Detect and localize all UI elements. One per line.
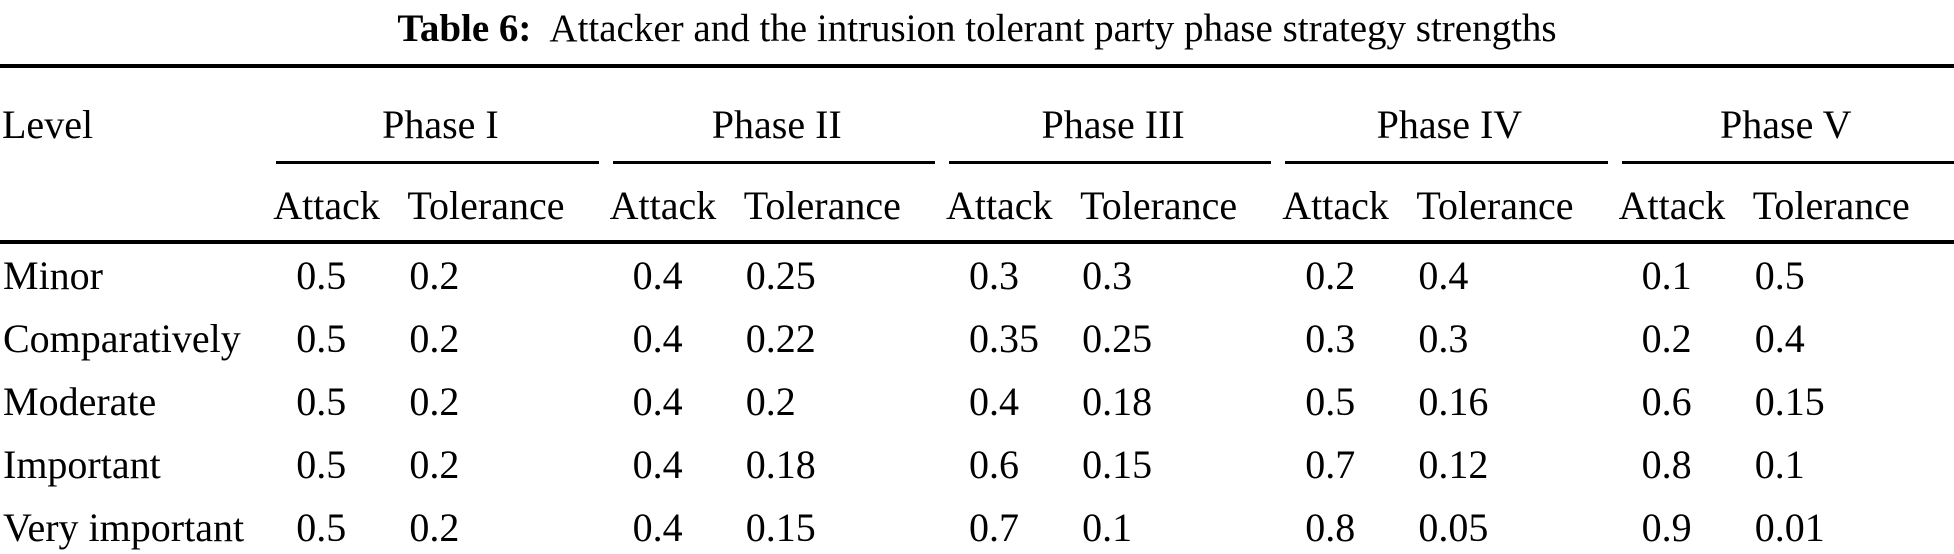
value-cell: 0.4 — [632, 379, 683, 424]
value-cell: 0.5 — [296, 253, 347, 298]
phase-header-row: Level Phase I Phase II Phase III Phase I… — [0, 66, 1954, 170]
value-cell: 0.12 — [1418, 442, 1489, 487]
phase-header-2: Phase II — [609, 66, 945, 170]
phase-4-label: Phase IV — [1376, 102, 1523, 147]
value-cell: 0.4 — [632, 505, 683, 550]
value-cell: 0.7 — [968, 505, 1019, 550]
value-cell: 0.2 — [409, 253, 460, 298]
value-cell: 0.4 — [1418, 253, 1469, 298]
value-cell: 0.5 — [1754, 253, 1805, 298]
phase-header-1: Phase I — [272, 66, 608, 170]
strategy-strengths-table: Level Phase I Phase II Phase III Phase I… — [0, 64, 1954, 554]
col-header-tolerance-1: Tolerance — [407, 182, 565, 228]
value-cell: 0.18 — [1082, 379, 1153, 424]
phase-3-label: Phase III — [1041, 102, 1185, 147]
col-header-attack-5: Attack — [1618, 182, 1726, 228]
phase-5-label: Phase V — [1720, 102, 1852, 147]
value-cell: 0.5 — [296, 316, 347, 361]
table-row-very-important: Very important 0.5 0.2 0.4 0.15 0.7 0.1 … — [0, 496, 1954, 554]
value-cell: 0.6 — [968, 442, 1019, 487]
value-cell: 0.18 — [745, 442, 816, 487]
row-label: Very important — [3, 505, 245, 550]
col-header-attack-2: Attack — [609, 182, 717, 228]
phase-4-underline — [1285, 161, 1608, 164]
value-cell: 0.2 — [409, 505, 460, 550]
value-cell: 0.2 — [1305, 253, 1356, 298]
table-row-moderate: Moderate 0.5 0.2 0.4 0.2 0.4 0.18 0.5 0.… — [0, 370, 1954, 433]
value-cell: 0.15 — [1082, 442, 1153, 487]
value-cell: 0.16 — [1418, 379, 1489, 424]
value-cell: 0.2 — [745, 379, 796, 424]
value-cell: 0.5 — [296, 505, 347, 550]
value-cell: 0.5 — [296, 442, 347, 487]
phase-2-underline — [612, 161, 935, 164]
value-cell: 0.1 — [1641, 253, 1692, 298]
value-cell: 0.25 — [1082, 316, 1153, 361]
table-caption-text: Attacker and the intrusion tolerant part… — [549, 7, 1557, 50]
table-row-minor: Minor 0.5 0.2 0.4 0.25 0.3 0.3 0.2 0.4 0… — [0, 242, 1954, 307]
value-cell: 0.4 — [968, 379, 1019, 424]
value-cell: 0.4 — [632, 316, 683, 361]
row-label: Comparatively — [3, 316, 241, 361]
column-header-level: Level — [2, 102, 94, 147]
table-caption-number: Table 6: — [397, 7, 532, 50]
value-cell: 0.1 — [1754, 442, 1805, 487]
value-cell: 0.05 — [1418, 505, 1489, 550]
table-row-important: Important 0.5 0.2 0.4 0.18 0.6 0.15 0.7 … — [0, 433, 1954, 496]
value-cell: 0.2 — [1641, 316, 1692, 361]
value-cell: 0.8 — [1305, 505, 1356, 550]
phase-3-underline — [948, 161, 1272, 164]
value-cell: 0.01 — [1754, 505, 1825, 550]
value-cell: 0.4 — [1754, 316, 1805, 361]
phase-2-label: Phase II — [711, 102, 842, 147]
value-cell: 0.15 — [1754, 379, 1825, 424]
value-cell: 0.35 — [968, 316, 1039, 361]
value-cell: 0.2 — [409, 442, 460, 487]
attack-tolerance-header-row: Attack Tolerance Attack Tolerance Attack… — [0, 170, 1954, 242]
phase-5-underline — [1621, 161, 1954, 164]
value-cell: 0.3 — [1418, 316, 1469, 361]
value-cell: 0.22 — [745, 316, 816, 361]
phase-header-3: Phase III — [945, 66, 1281, 170]
value-cell: 0.15 — [745, 505, 816, 550]
value-cell: 0.3 — [1082, 253, 1133, 298]
value-cell: 0.4 — [632, 442, 683, 487]
value-cell: 0.8 — [1641, 442, 1692, 487]
row-label: Important — [3, 442, 161, 487]
col-header-attack-1: Attack — [273, 182, 380, 228]
value-cell: 0.1 — [1082, 505, 1133, 550]
value-cell: 0.3 — [968, 253, 1019, 298]
row-label: Minor — [3, 253, 103, 298]
value-cell: 0.3 — [1305, 316, 1356, 361]
col-header-tolerance-5: Tolerance — [1752, 182, 1910, 228]
phase-header-4: Phase IV — [1281, 66, 1617, 170]
value-cell: 0.25 — [745, 253, 816, 298]
value-cell: 0.4 — [632, 253, 683, 298]
col-header-attack-3: Attack — [945, 182, 1053, 228]
phase-header-5: Phase V — [1618, 66, 1954, 170]
table-row-comparatively: Comparatively 0.5 0.2 0.4 0.22 0.35 0.25… — [0, 307, 1954, 370]
value-cell: 0.7 — [1305, 442, 1356, 487]
col-header-attack-4: Attack — [1282, 182, 1389, 228]
phase-1-underline — [276, 161, 599, 164]
row-label: Moderate — [3, 379, 157, 424]
value-cell: 0.9 — [1641, 505, 1692, 550]
value-cell: 0.2 — [409, 379, 460, 424]
phase-1-label: Phase I — [382, 102, 499, 147]
table-caption: Table 6: Attacker and the intrusion toler… — [0, 6, 1954, 52]
value-cell: 0.6 — [1641, 379, 1692, 424]
empty-header-cell — [0, 170, 272, 242]
col-header-tolerance-3: Tolerance — [1080, 182, 1238, 228]
col-header-tolerance-4: Tolerance — [1416, 182, 1574, 228]
value-cell: 0.5 — [1305, 379, 1356, 424]
value-cell: 0.2 — [409, 316, 460, 361]
col-header-tolerance-2: Tolerance — [743, 182, 901, 228]
value-cell: 0.5 — [296, 379, 347, 424]
